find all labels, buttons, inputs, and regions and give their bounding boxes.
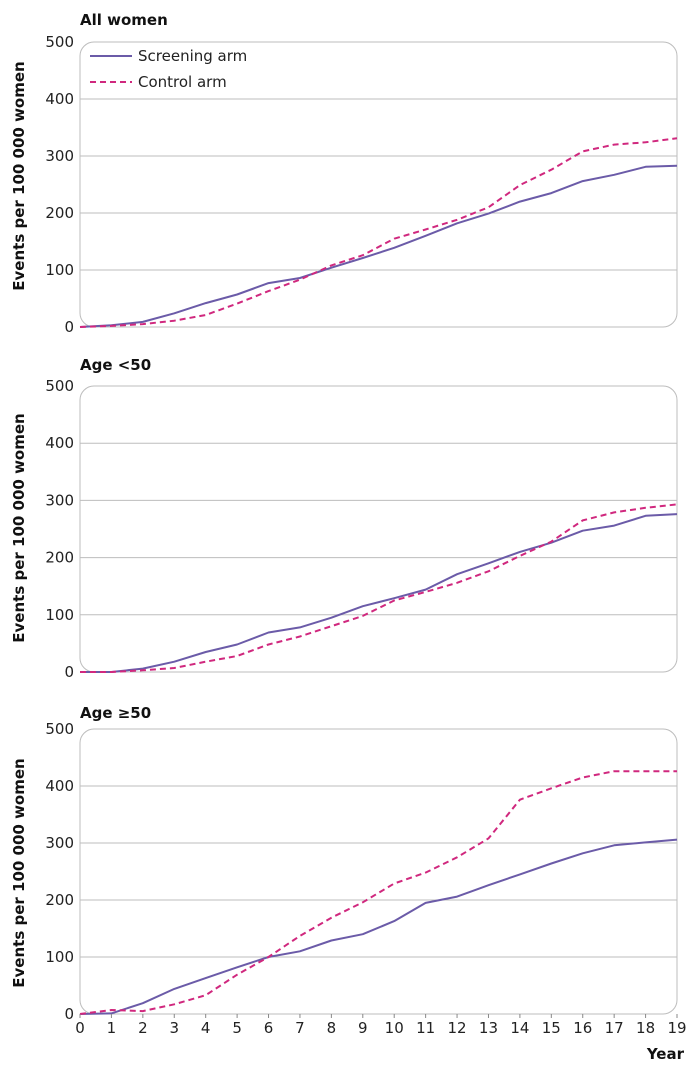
control-arm-line (79, 137, 678, 328)
gridlines (80, 98, 677, 271)
y-tick-label: 300 (45, 491, 74, 509)
legend-label-control: Control arm (138, 73, 227, 91)
series-lines (80, 503, 678, 673)
x-tick-label: 7 (295, 1019, 305, 1037)
y-tick-label: 500 (45, 33, 74, 51)
x-tick-label: 6 (264, 1019, 274, 1037)
legend: Screening arm Control arm (90, 47, 247, 91)
control-arm-line (80, 503, 678, 673)
panel-age-50-plus: Age ≥50 Events per 100 000 women 0 100 200… (10, 704, 678, 1023)
y-axis-label: Events per 100 000 women (10, 758, 28, 987)
x-tick-label: 1 (107, 1019, 117, 1037)
gridlines (80, 785, 677, 958)
x-tick-label: 2 (138, 1019, 148, 1037)
y-tick-label: 0 (64, 663, 74, 681)
y-tick-label: 300 (45, 834, 74, 852)
x-tick-label: 5 (232, 1019, 242, 1037)
panel-title: Age <50 (80, 356, 151, 374)
x-tick-label: 0 (75, 1019, 85, 1037)
y-tick-label: 200 (45, 549, 74, 567)
y-tick-label: 400 (45, 777, 74, 795)
control-arm-line (79, 770, 677, 1015)
series-lines (79, 137, 678, 328)
panel-all-women: All women Events per 100 000 women 0 100 2… (10, 11, 678, 336)
x-tick-label: 17 (605, 1019, 624, 1037)
y-tick-labels: 0 100 200 300 400 500 (45, 720, 74, 1023)
x-tick-label: 16 (573, 1019, 592, 1037)
x-tick-label: 3 (169, 1019, 179, 1037)
y-tick-label: 500 (45, 377, 74, 395)
y-tick-label: 500 (45, 720, 74, 738)
y-tick-label: 400 (45, 90, 74, 108)
y-tick-label: 100 (45, 948, 74, 966)
screening-arm-line (79, 164, 678, 328)
x-tick-label: 19 (667, 1019, 686, 1037)
x-tick-label: 12 (448, 1019, 467, 1037)
panel-title: All women (80, 11, 168, 29)
y-axis-label: Events per 100 000 women (10, 413, 28, 642)
legend-label-screening: Screening arm (138, 47, 247, 65)
screening-arm-line (79, 838, 678, 1015)
x-axis-label: Year (646, 1045, 685, 1063)
y-tick-label: 100 (45, 606, 74, 624)
x-tick-labels: 0 1 2 3 4 5 6 7 8 9 10 11 12 13 14 15 16 17 18 19 (75, 1014, 686, 1037)
panel-title: Age ≥50 (80, 704, 151, 722)
x-tick-label: 18 (636, 1019, 655, 1037)
x-tick-label: 8 (327, 1019, 337, 1037)
x-tick-label: 15 (542, 1019, 561, 1037)
gridlines (80, 442, 677, 616)
y-tick-label: 300 (45, 147, 74, 165)
x-tick-label: 4 (201, 1019, 211, 1037)
y-tick-label: 200 (45, 891, 74, 909)
plot-frame (79, 728, 678, 1015)
plot-frame (79, 385, 678, 673)
x-tick-label: 10 (385, 1019, 404, 1037)
y-axis-label: Events per 100 000 women (10, 61, 28, 290)
y-tick-labels: 0 100 200 300 400 500 (45, 33, 74, 336)
y-tick-label: 400 (45, 434, 74, 452)
panel-age-under-50: Age <50 Events per 100 000 women 0 100 200… (10, 356, 678, 681)
y-tick-label: 0 (64, 1005, 74, 1023)
x-tick-label: 14 (510, 1019, 529, 1037)
y-tick-label: 0 (64, 318, 74, 336)
y-tick-labels: 0 100 200 300 400 500 (45, 377, 74, 681)
screening-arm-line (80, 513, 678, 673)
x-tick-label: 9 (358, 1019, 368, 1037)
x-tick-label: 11 (416, 1019, 435, 1037)
plot-frame (79, 41, 678, 328)
y-tick-label: 100 (45, 261, 74, 279)
series-lines (79, 770, 678, 1015)
x-tick-label: 13 (479, 1019, 498, 1037)
y-tick-label: 200 (45, 204, 74, 222)
